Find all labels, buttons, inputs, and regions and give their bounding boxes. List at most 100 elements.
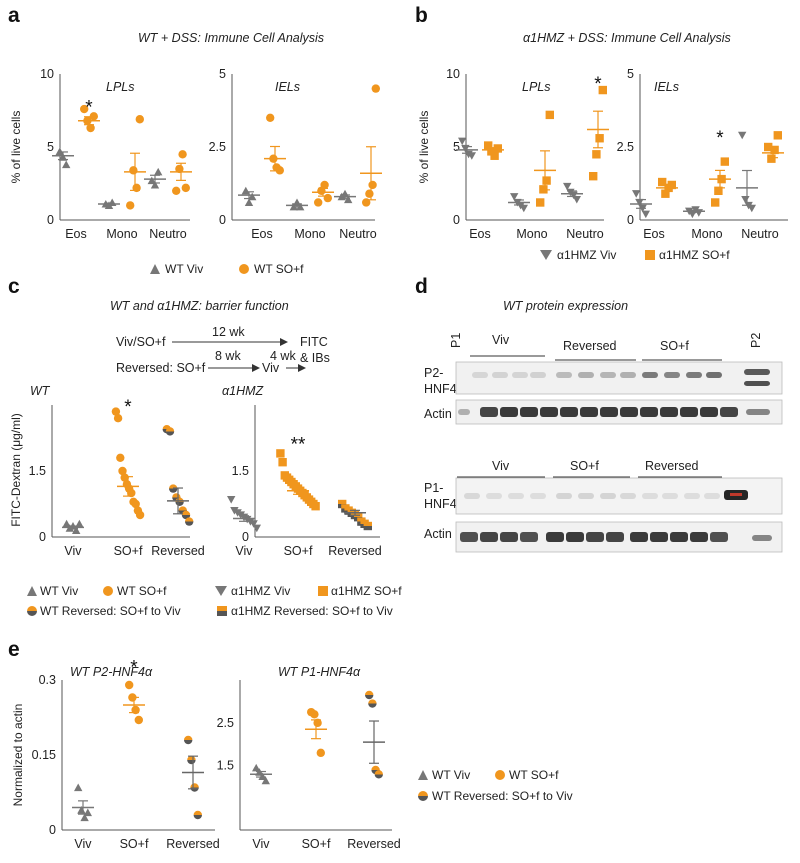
data-point <box>175 497 184 506</box>
legend-e-so: WT SO+f <box>509 768 559 782</box>
schematic-8wk: 8 wk <box>215 349 241 363</box>
data-point <box>165 427 175 436</box>
blot-band <box>690 532 708 542</box>
legend-c: WT Viv WT SO+f WT Reversed: SO+f to Viv … <box>27 584 402 618</box>
legend-c-so: WT SO+f <box>117 584 167 598</box>
data-point <box>519 204 528 213</box>
legend-triangle-icon <box>150 264 160 274</box>
chart-subtitle: WT P1-HNF4α <box>278 665 361 679</box>
blot-band <box>684 493 700 499</box>
data-point <box>767 154 776 163</box>
data-point <box>365 189 374 198</box>
blot-top-actin: Actin <box>424 407 452 421</box>
blot-band <box>486 493 502 499</box>
data-point <box>241 186 250 195</box>
x-tick-label: Reversed <box>328 544 382 558</box>
x-tick-label: SO+f <box>284 544 313 558</box>
data-point <box>55 147 64 155</box>
data-point <box>266 113 275 123</box>
blot-band <box>600 493 616 499</box>
legend-split-circle-icon <box>27 606 37 616</box>
chart-b-lpl: 0 5 10 LPLs % of live cells Eos Mono Neutro * <box>417 67 609 241</box>
y-tick-label: 1.5 <box>232 464 249 478</box>
data-point <box>323 193 332 203</box>
chart-c-wt: 0 1.5 WT FITC-Dextran (μg/ml) Viv SO+f Reverse… <box>9 384 205 558</box>
panel-label-d: d <box>415 275 428 298</box>
data-point <box>536 198 545 207</box>
blot-band <box>512 372 528 378</box>
data-point <box>154 167 163 176</box>
y-axis-label: FITC-Dextran (μg/ml) <box>9 413 23 527</box>
blot-strip-p2 <box>455 361 783 395</box>
x-tick-label: Viv <box>235 544 253 558</box>
blot-band <box>500 532 518 542</box>
blot-band <box>556 493 572 499</box>
blot-bottom-band-l1: P1- <box>424 481 443 495</box>
blot-band <box>586 532 604 542</box>
blot-band <box>480 407 498 417</box>
significance-star: ** <box>291 435 306 456</box>
blot-band <box>492 372 508 378</box>
data-point <box>178 150 187 159</box>
y-axis-label: % of live cells <box>9 111 23 184</box>
x-tick-label: Neutro <box>149 227 187 241</box>
x-tick-label: Eos <box>65 227 87 241</box>
data-point <box>354 513 363 522</box>
legend-b-so: α1HMZ SO+f <box>659 248 730 262</box>
y-tick-label: 0 <box>47 213 54 227</box>
data-point <box>542 176 551 185</box>
data-point <box>80 813 89 822</box>
blot-band <box>662 493 678 499</box>
schematic-line1: Viv/SO+f <box>116 335 166 349</box>
blot-band <box>580 407 598 417</box>
blot-band <box>600 407 618 417</box>
blot-bottom-so: SO+f <box>570 459 599 473</box>
data-point <box>150 180 160 189</box>
schematic-12wk: 12 wk <box>212 325 245 339</box>
significance-star: * <box>124 397 132 418</box>
y-tick-label: 2.5 <box>617 140 634 154</box>
blot-band <box>746 409 770 415</box>
blot-band <box>600 372 616 378</box>
legend-triangle-icon <box>27 586 37 596</box>
data-point <box>641 210 650 219</box>
schematic-fitc: FITC <box>300 335 328 349</box>
data-point <box>487 147 496 156</box>
legend-circle-icon <box>103 586 113 596</box>
schematic-viv: Viv <box>262 361 280 375</box>
data-point <box>773 131 782 140</box>
y-tick-label: 0 <box>39 530 46 544</box>
data-point <box>147 176 156 185</box>
legend-c-rev: WT Reversed: SO+f to Viv <box>40 604 181 618</box>
blot-band <box>744 369 770 375</box>
legend-c-wt: WT Viv <box>40 584 78 598</box>
blot-top-reversed: Reversed <box>563 339 617 353</box>
data-point <box>458 137 467 146</box>
data-point <box>134 715 143 725</box>
data-point <box>111 407 121 416</box>
y-tick-label: 2.5 <box>209 140 226 154</box>
arrow-head-icon <box>252 364 260 372</box>
data-point <box>131 499 140 509</box>
data-point <box>314 198 323 207</box>
chart-b-iel: 0 2.5 5 IELs Eos Mono Neutro * <box>617 67 788 241</box>
blot-band <box>680 407 698 417</box>
data-point <box>344 195 353 204</box>
legend-circle-icon <box>239 264 249 274</box>
panel-c-title: WT and α1HMZ: barrier function <box>110 299 289 313</box>
legend-e-wt: WT Viv <box>432 768 470 782</box>
legend-split-circle-icon <box>418 791 428 801</box>
arrow-head-icon <box>280 338 288 346</box>
data-point <box>118 466 127 476</box>
blot-band <box>660 407 678 417</box>
y-tick-label: 5 <box>627 67 634 81</box>
chart-subtitle: WT <box>30 384 51 398</box>
data-point <box>113 414 123 423</box>
blot-band <box>508 493 524 499</box>
blot-band <box>752 535 772 541</box>
data-point <box>135 510 145 520</box>
data-point <box>720 157 729 166</box>
x-tick-label: SO+f <box>114 544 143 558</box>
data-point <box>368 699 377 708</box>
data-point <box>190 783 199 792</box>
